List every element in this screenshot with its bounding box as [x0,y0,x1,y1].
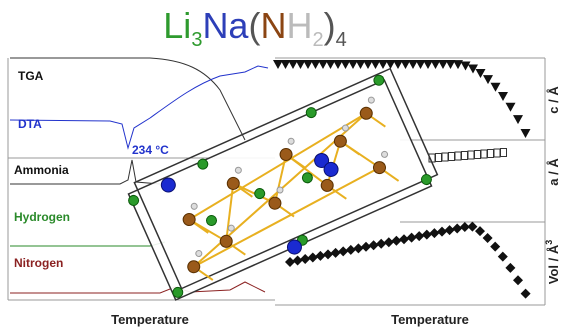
diamond-marker [490,242,500,252]
hydrogen-label: Hydrogen [14,210,70,224]
title-part: Na [202,5,249,46]
diamond-marker [475,226,485,236]
diamond-marker [338,246,348,256]
square-marker [468,151,474,159]
triangle-marker [498,92,508,101]
nitrogen-label: Nitrogen [14,256,63,270]
diamond-marker [399,234,409,244]
diamond-marker [513,275,523,285]
diamond-marker [384,237,394,247]
diamond-marker [498,252,508,262]
square-marker [462,152,468,160]
square-marker [501,149,507,157]
triangle-marker [513,115,523,124]
diamond-marker [323,249,333,259]
diamond-marker [521,289,531,299]
diamond-marker [331,248,341,258]
triangle-marker [468,64,478,73]
square-marker [475,151,481,159]
y-axis-label: Vol / Å3 [544,240,561,285]
title-part: H [286,5,312,46]
ammonia-label: Ammonia [14,163,69,177]
diamond-marker [505,263,515,273]
diamond-marker [422,230,432,240]
square-marker [481,150,487,158]
square-marker [488,150,494,158]
diamond-marker [414,231,424,241]
diamond-marker [391,236,401,246]
y-axis-label: a / Å [546,158,561,186]
diamond-marker [361,242,371,252]
label-sup: 3 [544,240,554,245]
diamond-marker [369,240,379,250]
triangle-marker [453,60,463,69]
diamond-marker [467,222,477,232]
triangle-marker [491,83,501,92]
tga-curve [10,58,245,140]
diamond-marker [300,254,310,264]
diamond-marker [437,227,447,237]
title-part: ( [248,5,260,46]
title-sub: 3 [191,29,202,51]
tga-label: TGA [18,69,44,83]
diamond-marker [315,251,325,261]
square-marker [442,153,448,161]
diamond-marker [285,257,295,267]
x-axis-label: Temperature [391,312,469,327]
hydrogen-curve [10,242,165,246]
y-axis-label: c / Å [546,86,561,114]
diamond-marker [353,243,363,253]
diamond-marker [407,233,417,243]
title-part: Li [163,5,191,46]
title-part: N [260,5,286,46]
nitrogen-curve [10,282,265,293]
diamond-marker [429,228,439,238]
title: Li3Na(NH2)4 [163,5,346,51]
graphical-abstract: Li3Na(NH2)4 TGA DTA 234 °C Ammonia Hydro… [0,0,564,331]
square-marker [494,149,500,157]
diamond-marker [308,252,318,262]
title-part: ) [324,5,336,46]
peak-label: 234 °C [132,143,169,157]
crystal-structure [123,69,444,308]
dta-curve [10,66,268,148]
triangle-marker [506,103,516,112]
dta-label: DTA [18,117,42,131]
x-axis-label: Temperature [111,312,189,327]
diamond-marker [293,255,303,265]
square-marker [449,153,455,161]
square-marker [436,154,442,162]
title-sub: 2 [312,29,323,51]
diamond-marker [445,225,455,235]
triangle-marker [521,129,531,138]
diamond-marker [346,245,356,255]
diamond-marker [452,224,462,234]
diamond-marker [376,239,386,249]
title-sub: 4 [336,29,347,51]
square-marker [455,152,461,160]
label-text: Vol / Å [546,244,561,284]
diamond-marker [483,233,493,243]
